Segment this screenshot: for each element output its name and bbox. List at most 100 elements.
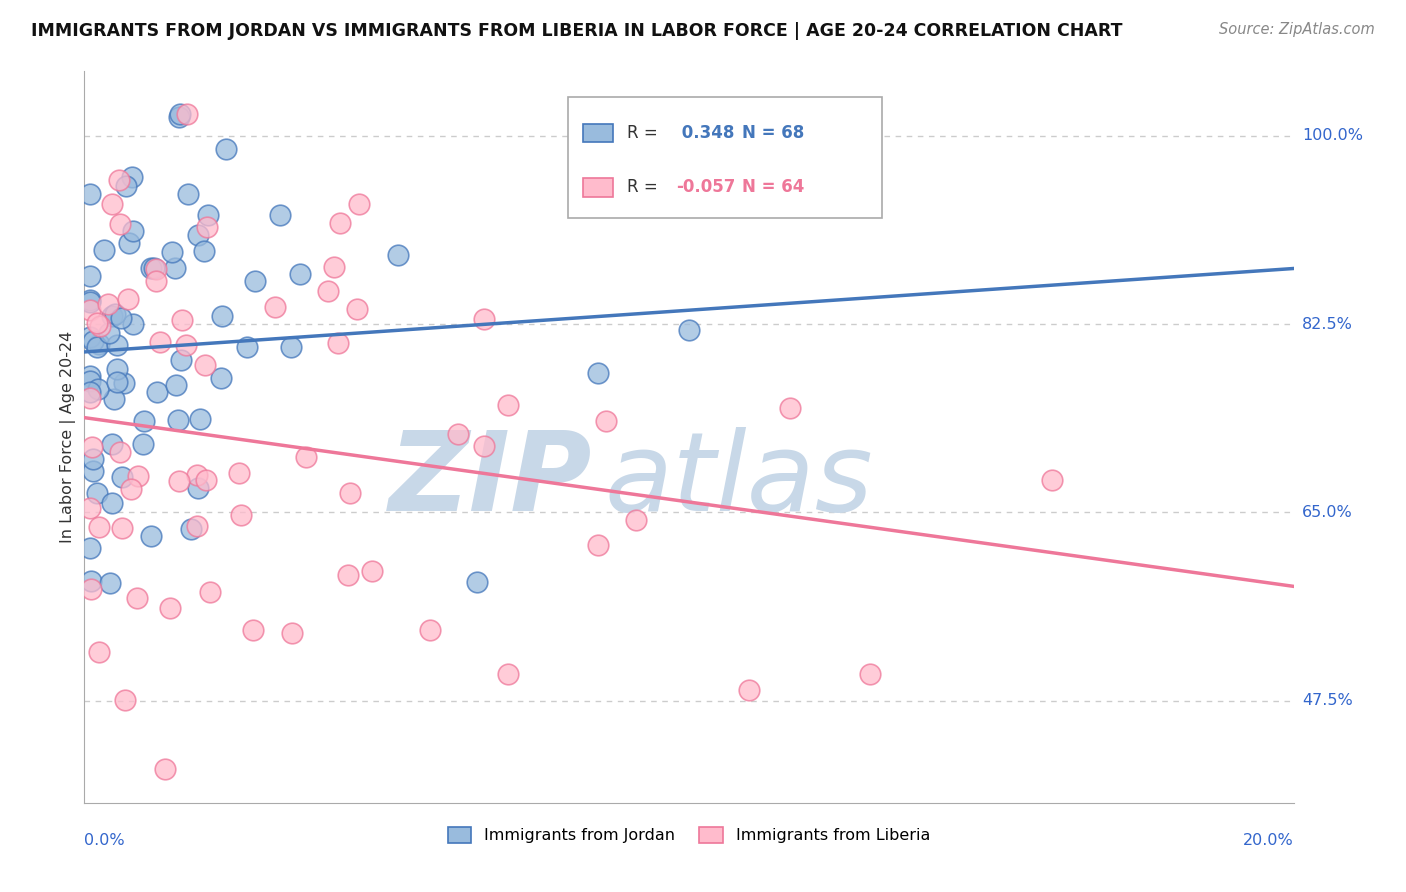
Point bbox=[194, 473, 217, 487]
Point bbox=[176, 107, 198, 121]
Point bbox=[496, 666, 519, 681]
Point bbox=[281, 626, 304, 640]
Point bbox=[269, 208, 291, 222]
Point bbox=[165, 377, 187, 392]
Point bbox=[103, 392, 125, 407]
Point bbox=[174, 337, 197, 351]
Point bbox=[121, 317, 143, 331]
Point bbox=[346, 301, 368, 316]
Point bbox=[169, 110, 191, 124]
Point bbox=[105, 361, 128, 376]
Point bbox=[387, 248, 409, 262]
Point bbox=[80, 582, 103, 597]
Point bbox=[82, 452, 104, 467]
Point bbox=[316, 284, 339, 298]
Text: R =: R = bbox=[627, 124, 664, 142]
Point bbox=[419, 624, 441, 638]
Point bbox=[191, 828, 214, 842]
Point bbox=[263, 300, 285, 314]
Point bbox=[101, 309, 124, 323]
Point bbox=[117, 293, 139, 307]
Point bbox=[209, 371, 232, 385]
Point bbox=[79, 303, 101, 318]
Point bbox=[120, 482, 142, 496]
Point bbox=[111, 469, 134, 483]
Text: N = 68: N = 68 bbox=[742, 124, 804, 142]
Point bbox=[79, 269, 101, 284]
Point bbox=[86, 316, 108, 330]
Point bbox=[361, 565, 384, 579]
Point bbox=[87, 336, 110, 351]
Point bbox=[245, 274, 267, 288]
Point bbox=[172, 312, 194, 326]
Point bbox=[93, 243, 115, 257]
FancyBboxPatch shape bbox=[568, 97, 883, 218]
Point bbox=[139, 529, 162, 543]
Point bbox=[101, 496, 124, 510]
Point bbox=[738, 682, 761, 697]
Point bbox=[588, 538, 610, 552]
Point bbox=[211, 309, 233, 323]
Point bbox=[107, 172, 129, 186]
Point bbox=[859, 666, 882, 681]
Point bbox=[121, 170, 143, 185]
Point bbox=[678, 322, 700, 336]
Point bbox=[159, 600, 181, 615]
Point bbox=[105, 375, 128, 389]
Point bbox=[131, 437, 153, 451]
Text: atlas: atlas bbox=[605, 427, 873, 534]
Point bbox=[141, 260, 163, 275]
Point bbox=[186, 467, 208, 482]
Point bbox=[80, 440, 103, 454]
Point bbox=[149, 334, 172, 349]
Point bbox=[145, 262, 167, 277]
Text: IMMIGRANTS FROM JORDAN VS IMMIGRANTS FROM LIBERIA IN LABOR FORCE | AGE 20-24 COR: IMMIGRANTS FROM JORDAN VS IMMIGRANTS FRO… bbox=[31, 22, 1122, 40]
Point bbox=[496, 398, 519, 412]
Point bbox=[112, 376, 135, 390]
Point bbox=[101, 437, 124, 451]
Legend: Immigrants from Jordan, Immigrants from Liberia: Immigrants from Jordan, Immigrants from … bbox=[441, 821, 936, 850]
Point bbox=[98, 576, 121, 591]
Text: R =: R = bbox=[627, 178, 664, 196]
Point bbox=[111, 521, 134, 535]
Y-axis label: In Labor Force | Age 20-24: In Labor Force | Age 20-24 bbox=[60, 331, 76, 543]
Point bbox=[779, 401, 801, 415]
Point bbox=[163, 261, 186, 276]
Point bbox=[82, 464, 104, 478]
Text: 82.5%: 82.5% bbox=[1302, 317, 1353, 332]
Point bbox=[89, 318, 111, 333]
Point bbox=[167, 413, 190, 427]
Point bbox=[79, 295, 101, 310]
Point bbox=[110, 217, 132, 231]
Point bbox=[98, 326, 121, 341]
Point bbox=[472, 439, 495, 453]
Point bbox=[347, 197, 370, 211]
FancyBboxPatch shape bbox=[582, 178, 613, 196]
Point bbox=[79, 541, 101, 555]
Point bbox=[187, 481, 209, 495]
Point bbox=[146, 384, 169, 399]
Point bbox=[447, 427, 470, 442]
Point bbox=[214, 142, 236, 156]
Point bbox=[110, 444, 132, 458]
Point bbox=[160, 244, 183, 259]
Point bbox=[339, 486, 361, 500]
Point bbox=[79, 186, 101, 201]
Point bbox=[118, 235, 141, 250]
Point bbox=[193, 244, 215, 259]
Point bbox=[467, 575, 489, 590]
Text: -0.057: -0.057 bbox=[676, 178, 735, 196]
Point bbox=[89, 519, 111, 533]
Point bbox=[169, 107, 191, 121]
Point bbox=[89, 645, 111, 659]
Point bbox=[104, 307, 127, 321]
Point bbox=[79, 293, 101, 307]
Point bbox=[121, 224, 143, 238]
Point bbox=[79, 374, 101, 388]
Point bbox=[624, 514, 647, 528]
Point bbox=[101, 197, 124, 211]
Point bbox=[142, 260, 165, 275]
Point bbox=[167, 474, 190, 488]
Point bbox=[200, 585, 222, 599]
Text: 100.0%: 100.0% bbox=[1302, 128, 1362, 144]
